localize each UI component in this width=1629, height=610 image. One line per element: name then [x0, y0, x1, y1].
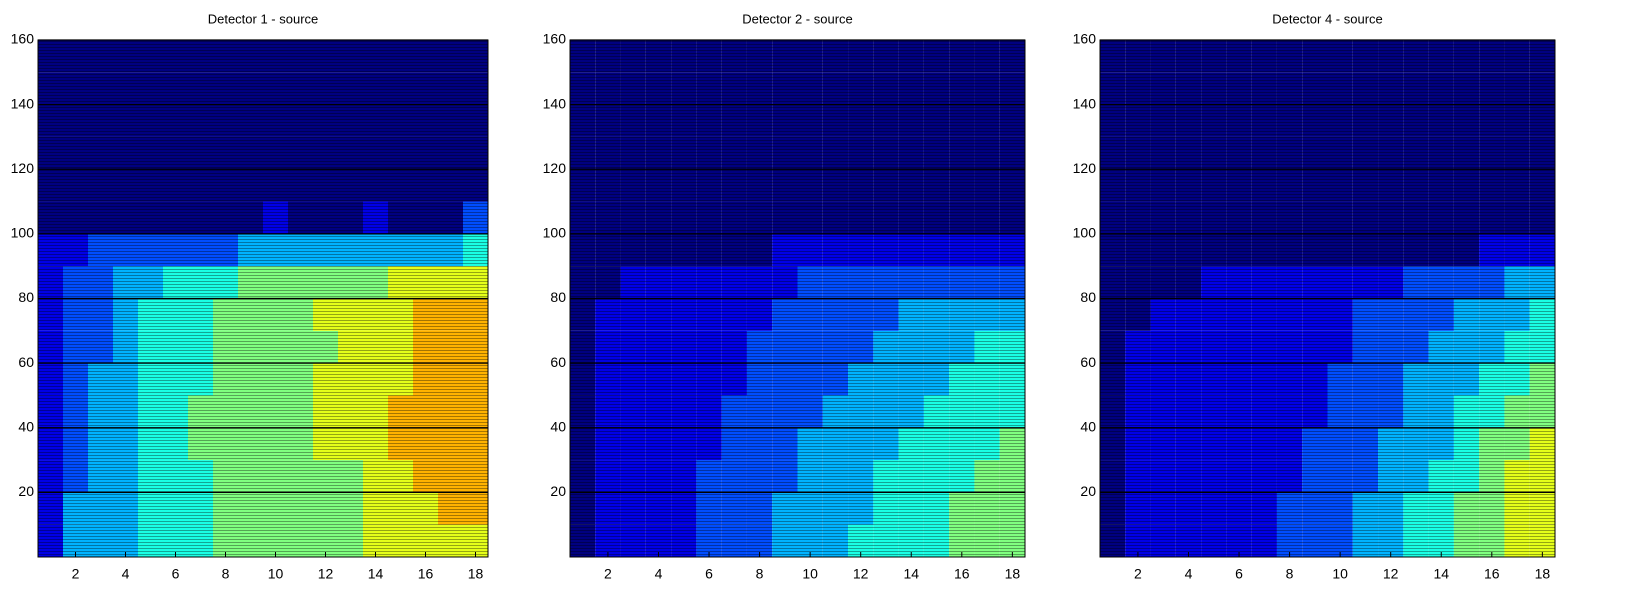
y-tick-label: 120 [543, 160, 567, 176]
y-tick-label: 80 [550, 289, 566, 305]
y-tick-label: 120 [1073, 160, 1097, 176]
y-tick-label: 160 [543, 31, 567, 47]
x-tick-label: 18 [1535, 566, 1551, 582]
y-tick-label: 20 [1080, 483, 1096, 499]
x-tick-label: 2 [604, 566, 612, 582]
x-tick-label: 6 [172, 566, 180, 582]
x-tick-label: 8 [222, 566, 230, 582]
x-tick-label: 10 [802, 566, 818, 582]
x-tick-label: 6 [1235, 566, 1243, 582]
y-tick-label: 160 [11, 31, 35, 47]
plot-frame [569, 39, 1026, 558]
x-tick-label: 4 [1185, 566, 1193, 582]
y-tick-label: 40 [550, 418, 566, 434]
x-tick-label: 18 [468, 566, 484, 582]
y-tick-label: 140 [543, 95, 567, 111]
x-tick-label: 14 [368, 566, 384, 582]
x-tick-label: 8 [1286, 566, 1294, 582]
y-tick-label: 100 [543, 225, 567, 241]
x-tick-label: 14 [1433, 566, 1449, 582]
x-tick-label: 4 [655, 566, 663, 582]
y-tick-label: 100 [1073, 225, 1097, 241]
chart-title: Detector 4 - source [1272, 11, 1383, 26]
x-tick-label: 16 [1484, 566, 1500, 582]
y-tick-label: 40 [18, 418, 34, 434]
x-tick-label: 16 [418, 566, 434, 582]
y-tick-label: 160 [1073, 31, 1097, 47]
x-tick-label: 10 [1332, 566, 1348, 582]
y-tick-label: 40 [1080, 418, 1096, 434]
x-tick-label: 2 [72, 566, 80, 582]
y-tick-label: 60 [1080, 354, 1096, 370]
y-tick-label: 20 [550, 483, 566, 499]
chart-title: Detector 2 - source [742, 11, 853, 26]
x-tick-label: 10 [268, 566, 284, 582]
x-tick-label: 18 [1005, 566, 1021, 582]
x-tick-label: 12 [318, 566, 334, 582]
y-tick-label: 80 [1080, 289, 1096, 305]
y-tick-label: 100 [11, 225, 35, 241]
x-tick-label: 6 [705, 566, 713, 582]
plot-frame [37, 39, 489, 558]
y-tick-label: 80 [18, 289, 34, 305]
x-tick-label: 14 [903, 566, 919, 582]
y-tick-label: 60 [550, 354, 566, 370]
y-tick-label: 20 [18, 483, 34, 499]
x-tick-label: 4 [122, 566, 130, 582]
x-tick-label: 8 [756, 566, 764, 582]
x-tick-label: 2 [1134, 566, 1142, 582]
x-tick-label: 12 [853, 566, 869, 582]
x-tick-label: 12 [1383, 566, 1399, 582]
y-tick-label: 140 [1073, 95, 1097, 111]
x-tick-label: 16 [954, 566, 970, 582]
y-tick-label: 60 [18, 354, 34, 370]
y-tick-label: 140 [11, 95, 35, 111]
plot-frame [1099, 39, 1556, 558]
chart-title: Detector 1 - source [208, 11, 319, 26]
y-tick-label: 120 [11, 160, 35, 176]
